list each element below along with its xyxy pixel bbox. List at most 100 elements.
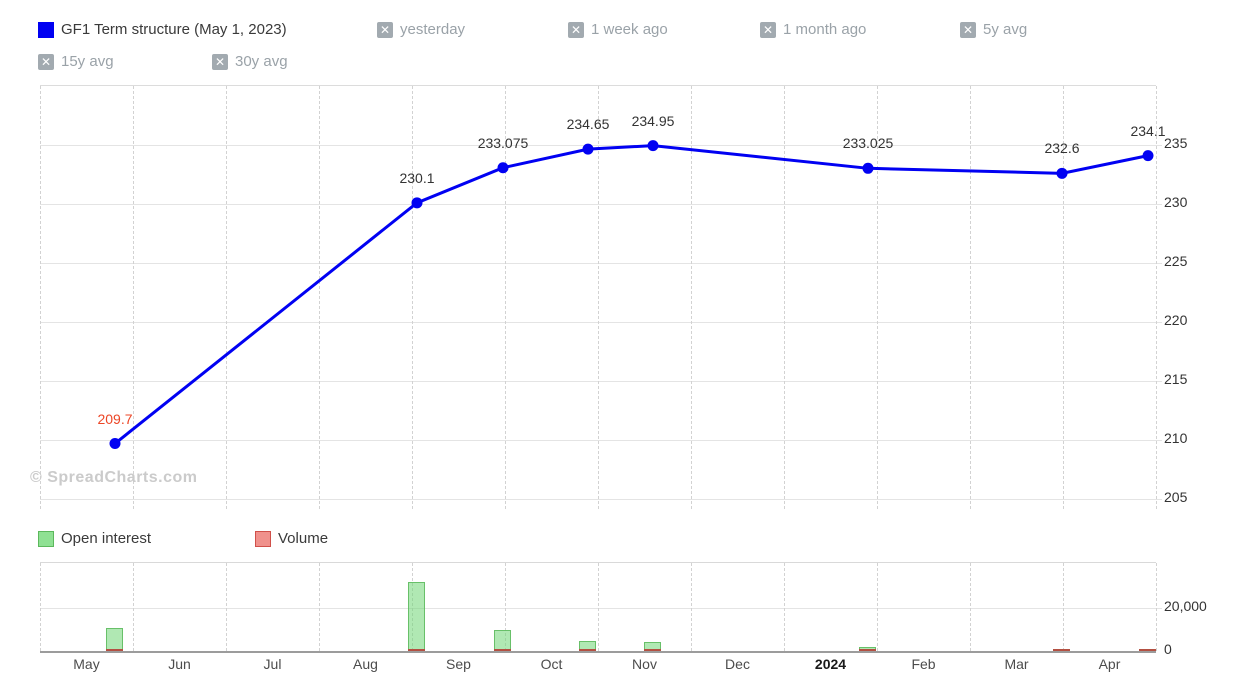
checkbox-x-icon: ✕ xyxy=(568,21,584,38)
volume-vertical-gridline xyxy=(505,563,506,651)
price-gridline xyxy=(40,381,1162,382)
price-vertical-gridline xyxy=(970,86,971,509)
point-value-label: 209.7 xyxy=(97,410,133,427)
volume-vertical-gridline xyxy=(1156,563,1157,651)
volume-bar-aug-2023[interactable] xyxy=(408,649,425,651)
x-axis-label-may: May xyxy=(73,656,100,672)
volume-vertical-gridline xyxy=(319,563,320,651)
volume-bar-nov-2023[interactable] xyxy=(644,649,661,651)
series-label: 5y avg xyxy=(983,21,1028,38)
data-point-sep-2023[interactable] xyxy=(497,162,509,174)
series-toggle-1-month-ago[interactable]: ✕ 1 month ago xyxy=(760,21,866,38)
volume-legend-item[interactable]: Volume xyxy=(255,530,328,547)
volume-bar-sep-2023[interactable] xyxy=(494,649,511,651)
volume-y-tick-label: 0 xyxy=(1164,641,1172,657)
checkbox-x-icon: ✕ xyxy=(960,21,976,38)
volume-vertical-gridline xyxy=(1063,563,1064,651)
x-axis-label-2024: 2024 xyxy=(814,656,847,672)
volume-vertical-gridline xyxy=(877,563,878,651)
watermark: © SpreadCharts.com xyxy=(30,469,198,486)
series-toggle-30y-avg[interactable]: ✕ 30y avg xyxy=(212,53,288,70)
x-axis-label-aug: Aug xyxy=(353,656,378,672)
data-point-may-2023[interactable] xyxy=(109,438,121,450)
open-interest-bar-sep-2023[interactable] xyxy=(494,630,511,651)
data-point-mar-2024[interactable] xyxy=(1056,167,1068,179)
x-axis-label-feb: Feb xyxy=(911,656,936,672)
volume-plot[interactable] xyxy=(40,562,1162,653)
price-gridline xyxy=(40,263,1162,264)
price-vertical-gridline xyxy=(1063,86,1064,509)
open-interest-color-swatch xyxy=(38,530,54,547)
open-interest-label: Open interest xyxy=(61,530,152,547)
data-point-nov-2023[interactable] xyxy=(647,140,659,152)
price-gridline xyxy=(40,440,1162,441)
open-interest-legend-item[interactable]: Open interest xyxy=(38,530,151,547)
x-axis-label-dec: Dec xyxy=(725,656,750,672)
volume-color-swatch xyxy=(255,530,271,547)
series-toggle-term-structure[interactable]: GF1 Term structure (May 1, 2023) xyxy=(38,21,287,38)
point-value-label: 234.65 xyxy=(566,116,610,133)
price-vertical-gridline xyxy=(691,86,692,509)
price-y-tick-label: 205 xyxy=(1164,489,1188,505)
volume-bar-may-2023[interactable] xyxy=(106,649,123,651)
volume-bar-jan-2024[interactable] xyxy=(859,649,876,651)
volume-bar-apr-2024[interactable] xyxy=(1139,649,1156,651)
series-toggle-1-week-ago[interactable]: ✕ 1 week ago xyxy=(568,21,668,38)
price-vertical-gridline xyxy=(1156,86,1157,509)
volume-vertical-gridline xyxy=(598,563,599,651)
price-y-tick-label: 210 xyxy=(1164,430,1188,446)
checkbox-x-icon: ✕ xyxy=(377,21,393,38)
price-y-tick-label: 225 xyxy=(1164,253,1188,269)
price-gridline xyxy=(40,322,1162,323)
x-axis-label-apr: Apr xyxy=(1098,656,1121,672)
volume-label: Volume xyxy=(278,530,329,547)
price-vertical-gridline xyxy=(784,86,785,509)
volume-bar-oct-2023[interactable] xyxy=(579,649,596,651)
x-axis-label-oct: Oct xyxy=(540,656,563,672)
data-point-oct-2023[interactable] xyxy=(582,143,594,155)
price-y-tick-label: 235 xyxy=(1164,135,1188,151)
price-vertical-gridline xyxy=(133,86,134,509)
x-axis-label-jul: Jul xyxy=(263,656,282,672)
volume-vertical-gridline xyxy=(970,563,971,651)
price-gridline xyxy=(40,499,1162,500)
volume-gridline xyxy=(40,607,1162,609)
price-y-tick-label: 230 xyxy=(1164,194,1188,210)
price-y-tick-label: 215 xyxy=(1164,371,1188,387)
point-value-label: 232.6 xyxy=(1044,140,1080,157)
price-vertical-gridline xyxy=(226,86,227,509)
data-point-jan-2024[interactable] xyxy=(862,162,874,174)
price-vertical-gridline xyxy=(319,86,320,509)
series-label: 1 week ago xyxy=(591,21,668,38)
series-label: yesterday xyxy=(400,21,466,38)
checkbox-x-icon: ✕ xyxy=(38,53,54,70)
x-axis-label-nov: Nov xyxy=(632,656,657,672)
data-point-aug-2023[interactable] xyxy=(411,197,423,209)
point-value-label: 234.1 xyxy=(1130,122,1166,139)
price-vertical-gridline xyxy=(877,86,878,509)
x-axis-label-jun: Jun xyxy=(168,656,191,672)
price-vertical-gridline xyxy=(505,86,506,509)
open-interest-bar-aug-2023[interactable] xyxy=(408,582,425,651)
point-value-label: 230.1 xyxy=(399,169,435,186)
volume-vertical-gridline xyxy=(40,563,41,651)
price-vertical-gridline xyxy=(412,86,413,509)
checkbox-x-icon: ✕ xyxy=(760,21,776,38)
open-interest-bar-may-2023[interactable] xyxy=(106,628,123,651)
series-toggle-5y-avg[interactable]: ✕ 5y avg xyxy=(960,21,1027,38)
x-axis: May Jun Jul Aug Sep Oct Nov Dec 2024 Feb Mar Apr xyxy=(40,656,1156,676)
term-structure-line xyxy=(109,140,1154,450)
x-axis-label-sep: Sep xyxy=(446,656,471,672)
volume-y-tick-label: 20,000 xyxy=(1164,597,1207,614)
series-label: 1 month ago xyxy=(783,21,867,38)
point-value-label: 233.025 xyxy=(842,135,894,152)
series-toggle-15y-avg[interactable]: ✕ 15y avg xyxy=(38,53,114,70)
series-label: GF1 Term structure (May 1, 2023) xyxy=(61,21,287,38)
price-plot[interactable]: 209.7 230.1 233.075 234.65 234.95 233.025 232.… xyxy=(40,85,1166,509)
series-toggle-yesterday[interactable]: ✕ yesterday xyxy=(377,21,465,38)
volume-bar-mar-2024[interactable] xyxy=(1053,649,1070,651)
data-point-apr-2024[interactable] xyxy=(1142,150,1154,162)
series-label: 15y avg xyxy=(61,53,114,70)
point-value-label: 234.95 xyxy=(631,112,675,129)
